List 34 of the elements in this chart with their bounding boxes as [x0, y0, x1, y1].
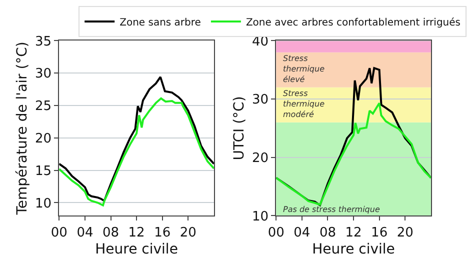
x-tick-label: 04: [76, 225, 94, 240]
x-tick-label: 08: [319, 225, 336, 240]
line-series: [276, 102, 431, 206]
legend-label: Zone avec arbres confortablement irrigués: [246, 17, 460, 28]
y-axis-title: UTCI (°C): [232, 96, 248, 160]
x-tick-label: 12: [345, 225, 362, 240]
x-axis-title: Heure civile: [95, 242, 178, 258]
x-tick-label: 04: [294, 225, 310, 240]
y-tick-label: 20: [35, 131, 52, 146]
y-tick-label: 35: [35, 34, 52, 50]
x-tick-label: 00: [268, 225, 284, 240]
y-tick-label: 30: [35, 66, 52, 82]
band-label: Stress thermique élevé: [283, 54, 325, 84]
x-tick-label: 00: [50, 225, 68, 240]
y-axis-title: Température de l'air (°C): [14, 42, 31, 216]
y-tick-label: 10: [252, 209, 269, 224]
y-tick-label: 15: [35, 164, 52, 179]
y-tick-label: 25: [35, 99, 52, 114]
x-tick-label: 20: [180, 225, 196, 240]
x-tick-label: 16: [371, 225, 388, 240]
y-tick-label: 20: [252, 150, 269, 166]
line-series: [59, 97, 214, 206]
band-label: Pas de stress thermique: [283, 205, 380, 214]
y-tick-label: 10: [35, 196, 52, 212]
line-series: [59, 76, 214, 202]
legend-label: Zone sans arbre: [120, 17, 201, 28]
line-series: [276, 67, 431, 206]
x-axis-title: Heure civile: [312, 242, 395, 258]
band-label: Stress thermique modéré: [283, 89, 325, 119]
x-tick-label: 16: [154, 225, 171, 240]
y-tick-label: 30: [252, 92, 269, 108]
x-tick-label: 08: [102, 225, 120, 240]
x-tick-label: 20: [396, 225, 414, 240]
x-tick-label: 12: [128, 225, 145, 240]
